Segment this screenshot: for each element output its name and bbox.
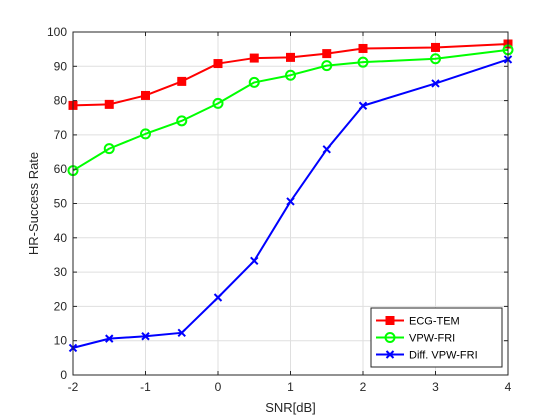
- legend-item: VPW-FRI: [376, 332, 455, 345]
- series-vpw-fri: [67, 44, 514, 177]
- legend-label: VPW-FRI: [409, 333, 455, 345]
- data-point-vpw-fri: [176, 115, 188, 127]
- series-line-vpw-fri: [72, 48, 509, 172]
- data-point-diff-vpw-fri: [358, 101, 368, 110]
- data-point-diff-vpw-fri: [322, 145, 331, 154]
- legend-marker: [385, 350, 395, 359]
- legend-label: ECG-TEM: [409, 316, 460, 328]
- data-point-diff-vpw-fri: [213, 293, 223, 302]
- data-point-ecg-tem: [286, 52, 295, 62]
- legend-label: Diff. VPW-FRI: [409, 350, 478, 362]
- x-tick-label: 1: [287, 380, 294, 394]
- series-diff-vpw-fri: [68, 55, 513, 353]
- data-point-ecg-tem: [322, 49, 332, 59]
- data-point-diff-vpw-fri: [105, 334, 114, 343]
- data-point-vpw-fri: [103, 143, 115, 155]
- y-tick-label: 70: [54, 128, 68, 142]
- data-point-vpw-fri: [430, 53, 441, 65]
- data-point-ecg-tem: [431, 42, 440, 52]
- y-tick-label: 100: [47, 25, 67, 39]
- data-point-ecg-tem: [213, 59, 223, 69]
- legend: ECG-TEM VPW-FRI Diff. VPW-FRI: [370, 307, 503, 368]
- x-tick-label: 2: [360, 380, 367, 394]
- y-tick-label: 50: [54, 197, 68, 211]
- data-point-diff-vpw-fri: [141, 332, 150, 341]
- data-point-vpw-fri: [357, 56, 369, 68]
- y-tick-label: 80: [54, 94, 68, 108]
- data-point-vpw-fri: [285, 69, 296, 81]
- data-point-ecg-tem: [249, 53, 259, 63]
- data-point-diff-vpw-fri: [286, 197, 295, 206]
- data-point-ecg-tem: [177, 76, 187, 86]
- y-tick-label: 30: [54, 265, 68, 279]
- series-group: [67, 39, 514, 353]
- y-tick-label: 40: [54, 231, 68, 245]
- x-tick-label: 4: [505, 380, 512, 394]
- data-point-vpw-fri: [212, 97, 224, 109]
- x-tick-label: 3: [432, 380, 439, 394]
- x-axis-label: SNR[dB]: [265, 400, 316, 415]
- data-point-diff-vpw-fri: [177, 328, 186, 338]
- legend-item: Diff. VPW-FRI: [376, 350, 478, 362]
- x-tick-label: -2: [68, 380, 79, 394]
- data-point-vpw-fri: [140, 128, 151, 140]
- y-tick-label: 20: [54, 299, 68, 313]
- data-point-diff-vpw-fri: [431, 79, 440, 88]
- data-point-ecg-tem: [141, 90, 150, 100]
- y-tick-label: 10: [54, 334, 68, 348]
- legend-marker: [384, 332, 396, 343]
- data-point-diff-vpw-fri: [250, 256, 259, 265]
- legend-item: ECG-TEM: [376, 316, 460, 328]
- data-point-ecg-tem: [358, 43, 368, 53]
- data-point-vpw-fri: [321, 60, 333, 72]
- x-tick-label: 0: [215, 380, 222, 394]
- data-point-ecg-tem: [104, 99, 114, 109]
- y-axis-label: HR-Success Rate: [26, 152, 41, 255]
- y-tick-label: 60: [54, 162, 68, 176]
- series-ecg-tem: [68, 39, 513, 110]
- y-tick-label: 90: [54, 59, 68, 73]
- x-tick-label: -1: [140, 380, 151, 394]
- data-point-vpw-fri: [248, 76, 260, 88]
- legend-marker: [385, 316, 395, 325]
- y-tick-label: 0: [60, 368, 67, 382]
